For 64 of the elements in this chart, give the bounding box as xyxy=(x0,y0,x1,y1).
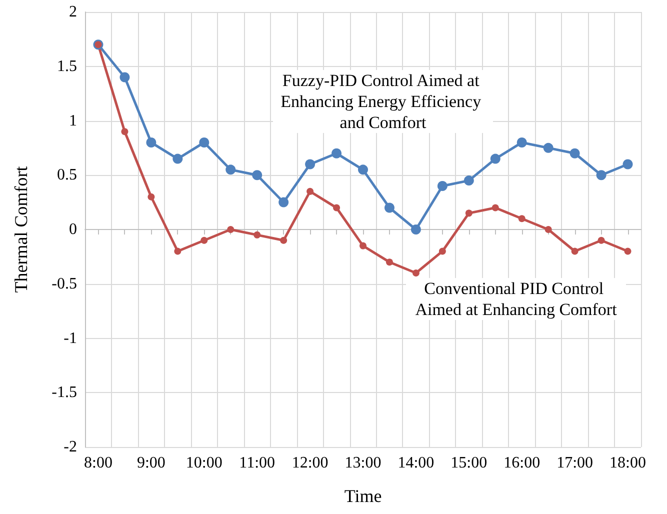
y-tick-label: -1.5 xyxy=(52,384,77,402)
point xyxy=(200,236,208,244)
point xyxy=(438,248,446,255)
point xyxy=(518,215,526,222)
x-tick-label: 18:00 xyxy=(610,454,646,472)
point xyxy=(598,236,605,244)
y-tick-label: 1 xyxy=(69,112,77,130)
x-tick-label: 17:00 xyxy=(556,454,594,472)
point xyxy=(254,231,261,238)
point xyxy=(543,142,554,153)
point xyxy=(120,72,130,82)
x-tick-label: 15:00 xyxy=(450,454,488,472)
point xyxy=(516,138,527,148)
point xyxy=(172,154,183,164)
x-axis-title: Time xyxy=(344,486,382,506)
point xyxy=(146,138,156,148)
point xyxy=(384,202,394,213)
y-tick-label: -0.5 xyxy=(52,275,77,292)
point xyxy=(306,188,314,195)
x-tick-label: 9:00 xyxy=(136,454,166,472)
y-tick-label: -1 xyxy=(64,330,77,347)
series-label: Conventional PID Control Aimed at Enhancing Comfort xyxy=(415,279,618,319)
point xyxy=(624,248,632,255)
point xyxy=(278,197,289,208)
point xyxy=(148,193,155,200)
y-axis-title: Thermal Comfort xyxy=(11,166,31,293)
series-label: Fuzzy-PID Control Aimed at Enhancing Energy Efficiency and Comfort xyxy=(280,71,486,132)
point xyxy=(252,170,262,180)
point xyxy=(121,128,128,136)
point xyxy=(333,204,340,212)
x-tick-label: 8:00 xyxy=(84,454,112,472)
point xyxy=(305,159,316,170)
point xyxy=(492,204,499,212)
point xyxy=(199,138,210,148)
point xyxy=(622,159,633,170)
point xyxy=(490,154,500,164)
point xyxy=(571,248,578,255)
x-tick-label: 16:00 xyxy=(504,454,540,472)
point xyxy=(544,226,552,233)
x-tick-label: 11:00 xyxy=(239,454,276,472)
point xyxy=(332,148,342,158)
point xyxy=(570,148,580,158)
point xyxy=(174,248,182,255)
point xyxy=(437,181,448,191)
x-tick-label: 10:00 xyxy=(186,454,222,472)
point xyxy=(465,210,472,217)
point xyxy=(464,176,474,186)
y-tick-label: 0.5 xyxy=(57,166,77,184)
point xyxy=(280,236,288,244)
point xyxy=(226,164,236,175)
y-tick-label: 2 xyxy=(69,4,77,20)
x-tick-label: 13:00 xyxy=(344,454,382,472)
point xyxy=(412,270,420,276)
point xyxy=(386,258,393,266)
y-tick-label: 1.5 xyxy=(57,58,77,75)
y-tick-label: 0 xyxy=(69,221,77,238)
point xyxy=(358,164,368,175)
point xyxy=(227,226,234,233)
y-tick-label: -2 xyxy=(64,438,77,456)
point xyxy=(596,170,606,180)
x-tick-label: 14:00 xyxy=(398,454,434,472)
x-tick-label: 12:00 xyxy=(292,454,328,472)
point xyxy=(360,242,366,250)
point xyxy=(410,224,421,234)
